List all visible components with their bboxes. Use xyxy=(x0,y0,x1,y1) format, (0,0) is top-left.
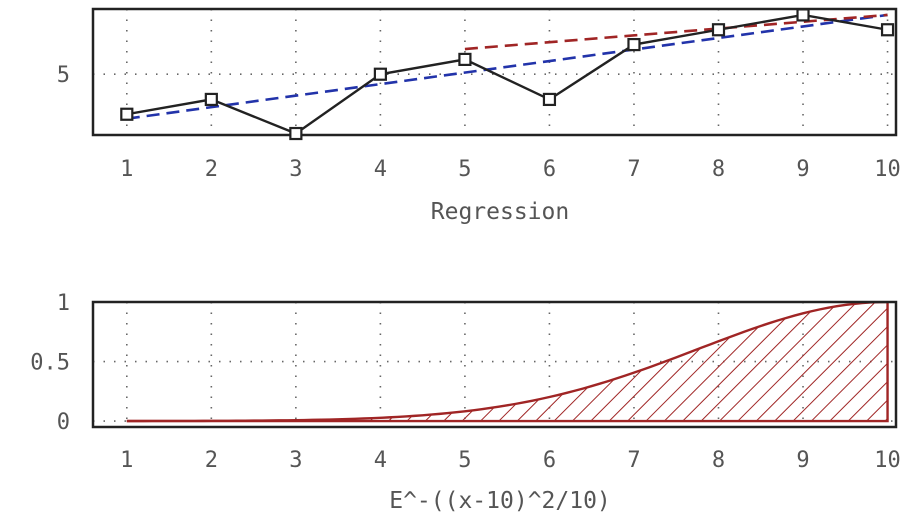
gaussian-area-baseline xyxy=(126,302,889,423)
top-grid xyxy=(93,9,896,135)
top-x-ticks: 1 2 3 4 5 6 7 8 9 10 xyxy=(120,157,901,182)
top-x-tick-6: 6 xyxy=(543,157,556,182)
bottom-y-tick-2: 0 xyxy=(57,410,70,435)
top-x-tick-9: 9 xyxy=(796,157,809,182)
bottom-x-tick-9: 9 xyxy=(796,448,809,473)
top-x-tick-3: 3 xyxy=(289,157,302,182)
data-point-3 xyxy=(289,126,303,141)
top-x-tick-8: 8 xyxy=(712,157,725,182)
top-x-axis-label: Regression xyxy=(431,199,569,225)
data-point-7 xyxy=(627,37,641,52)
gaussian-curve xyxy=(126,302,888,423)
data-point-1 xyxy=(120,107,134,121)
top-x-tick-1: 1 xyxy=(120,157,133,182)
bottom-x-tick-5: 5 xyxy=(458,448,471,473)
regression-chart: 1 2 3 4 5 6 7 8 9 10 5 Regression xyxy=(57,7,901,225)
bottom-x-axis-label: E^-((x-10)^2/10) xyxy=(389,488,611,514)
data-point-10 xyxy=(880,23,895,37)
top-x-tick-7: 7 xyxy=(627,157,640,182)
top-y-ticks: 5 xyxy=(57,63,70,88)
bottom-x-tick-4: 4 xyxy=(374,448,387,473)
data-point-6 xyxy=(542,92,557,107)
gaussian-area-fill xyxy=(126,302,888,422)
bottom-y-tick-0: 1 xyxy=(57,291,70,316)
top-x-tick-2: 2 xyxy=(205,157,218,182)
bottom-x-tick-6: 6 xyxy=(543,448,556,473)
top-x-tick-10: 10 xyxy=(874,157,901,182)
bottom-x-tick-10: 10 xyxy=(874,448,901,473)
data-point-5 xyxy=(458,52,472,67)
bottom-x-tick-2: 2 xyxy=(205,448,218,473)
data-point-4 xyxy=(373,67,387,81)
data-point-9 xyxy=(796,8,810,22)
bottom-x-tick-7: 7 xyxy=(627,448,640,473)
top-series-layer xyxy=(126,13,888,135)
top-y-tick-0: 5 xyxy=(57,63,70,88)
top-x-tick-4: 4 xyxy=(374,157,387,182)
gaussian-chart: 1 2 3 4 5 6 7 8 9 10 10.50 E^-((x-10)^2/10) xyxy=(30,291,901,514)
data-point-2 xyxy=(204,92,218,107)
data-point-8 xyxy=(711,23,726,37)
bottom-y-tick-1: 0.5 xyxy=(30,351,70,376)
bottom-x-tick-1: 1 xyxy=(120,448,133,473)
bottom-series-layer xyxy=(126,302,889,423)
top-plot-frame xyxy=(91,7,898,137)
bottom-x-ticks: 1 2 3 4 5 6 7 8 9 10 xyxy=(120,448,901,473)
trend-line-2 xyxy=(464,13,888,51)
bottom-y-ticks: 10.50 xyxy=(30,291,70,435)
trend-line-1 xyxy=(126,13,888,120)
bottom-x-tick-3: 3 xyxy=(289,448,302,473)
top-x-tick-5: 5 xyxy=(458,157,471,182)
bottom-x-tick-8: 8 xyxy=(712,448,725,473)
bottom-plot-frame xyxy=(91,300,898,429)
regression-series-line xyxy=(126,13,888,135)
top-markers xyxy=(120,8,895,141)
